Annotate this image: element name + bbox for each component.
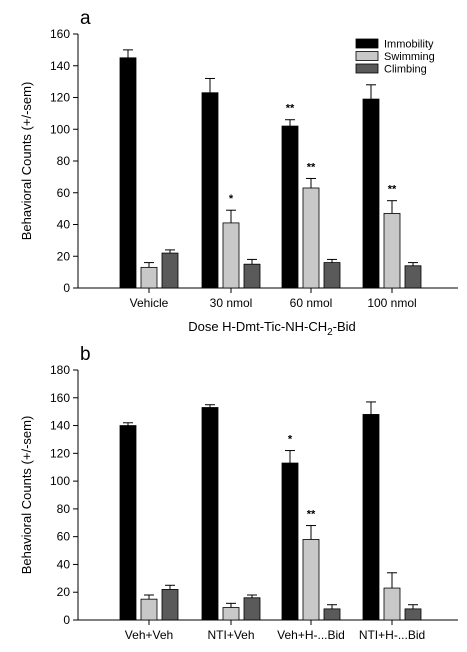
significance-marker: * bbox=[229, 193, 234, 205]
y-tick-label: 40 bbox=[57, 218, 71, 232]
bar-immobility bbox=[281, 125, 299, 289]
x-tick-label: 30 nmol bbox=[210, 296, 253, 310]
y-tick-label: 120 bbox=[50, 91, 70, 105]
x-tick-label: Veh+H-...Bid bbox=[277, 628, 345, 642]
legend-label: Swimming bbox=[384, 51, 435, 63]
x-tick-label: NTI+Veh bbox=[207, 628, 254, 642]
y-tick-label: 60 bbox=[57, 530, 71, 544]
bar-climbing bbox=[243, 597, 261, 621]
y-tick-label: 0 bbox=[63, 281, 70, 295]
panel-label: b bbox=[80, 344, 91, 365]
bar-climbing bbox=[323, 608, 341, 621]
bar-climbing bbox=[323, 262, 341, 289]
bar-immobility bbox=[281, 462, 299, 621]
bar-climbing bbox=[243, 263, 261, 289]
bar-climbing bbox=[161, 589, 179, 621]
x-tick-label: NTI+H-...Bid bbox=[359, 628, 425, 642]
x-tick-label: 60 nmol bbox=[290, 296, 333, 310]
bar-swimming bbox=[383, 212, 401, 289]
y-tick-label: 140 bbox=[50, 419, 70, 433]
legend-swatch bbox=[355, 51, 379, 61]
y-tick-label: 140 bbox=[50, 59, 70, 73]
bar-immobility bbox=[362, 414, 380, 621]
significance-marker: * bbox=[288, 434, 293, 446]
bar-swimming bbox=[302, 187, 320, 289]
y-tick-label: 120 bbox=[50, 446, 70, 460]
y-tick-label: 0 bbox=[63, 613, 70, 627]
y-axis-title: Behavioral Counts (+/-sem) bbox=[19, 82, 34, 241]
significance-marker: ** bbox=[307, 161, 316, 173]
y-tick-label: 180 bbox=[50, 363, 70, 377]
y-axis-title: Behavioral Counts (+/-sem) bbox=[19, 416, 34, 575]
legend-swatch bbox=[355, 38, 379, 49]
legend-label: Immobility bbox=[384, 39, 434, 51]
y-tick-label: 160 bbox=[50, 391, 70, 405]
y-tick-label: 160 bbox=[50, 27, 70, 41]
bar-swimming bbox=[140, 598, 158, 621]
y-tick-label: 100 bbox=[50, 474, 70, 488]
x-tick-label: 100 nmol bbox=[367, 296, 416, 310]
bar-immobility bbox=[201, 92, 219, 289]
bar-immobility bbox=[201, 407, 219, 621]
y-tick-label: 20 bbox=[57, 249, 71, 263]
bar-swimming bbox=[383, 587, 401, 621]
y-tick-label: 100 bbox=[50, 122, 70, 136]
x-tick-label: Vehicle bbox=[130, 296, 169, 310]
significance-marker: ** bbox=[286, 103, 295, 115]
legend-label: Climbing bbox=[384, 64, 427, 76]
y-tick-label: 80 bbox=[57, 154, 71, 168]
y-tick-label: 20 bbox=[57, 585, 71, 599]
bar-immobility bbox=[119, 57, 137, 289]
significance-marker: ** bbox=[307, 509, 316, 521]
bar-swimming bbox=[140, 266, 158, 289]
significance-marker: ** bbox=[388, 184, 397, 196]
bar-climbing bbox=[404, 608, 422, 621]
bar-climbing bbox=[404, 265, 422, 289]
bar-immobility bbox=[119, 425, 137, 621]
bar-swimming bbox=[222, 222, 240, 289]
bar-climbing bbox=[161, 252, 179, 289]
panel-label: a bbox=[80, 8, 91, 29]
y-tick-label: 60 bbox=[57, 186, 71, 200]
chart-panel-b: b 0 20 40 60 80 100 120 140 160 180 Behavioral Coun… bbox=[19, 344, 458, 642]
chart-panel-a: a 0 20 40 60 80 100 120 140 160 Behavioral Counts … bbox=[19, 8, 458, 338]
x-axis-title: Dose H-Dmt-Tic-NH-CH2-Bid bbox=[188, 319, 356, 338]
bar-swimming bbox=[222, 607, 240, 621]
bar-swimming bbox=[302, 539, 320, 621]
y-tick-label: 80 bbox=[57, 502, 71, 516]
x-tick-label: Veh+Veh bbox=[125, 628, 173, 642]
legend-swatch bbox=[355, 63, 379, 74]
y-tick-label: 40 bbox=[57, 557, 71, 571]
bar-immobility bbox=[362, 98, 380, 289]
